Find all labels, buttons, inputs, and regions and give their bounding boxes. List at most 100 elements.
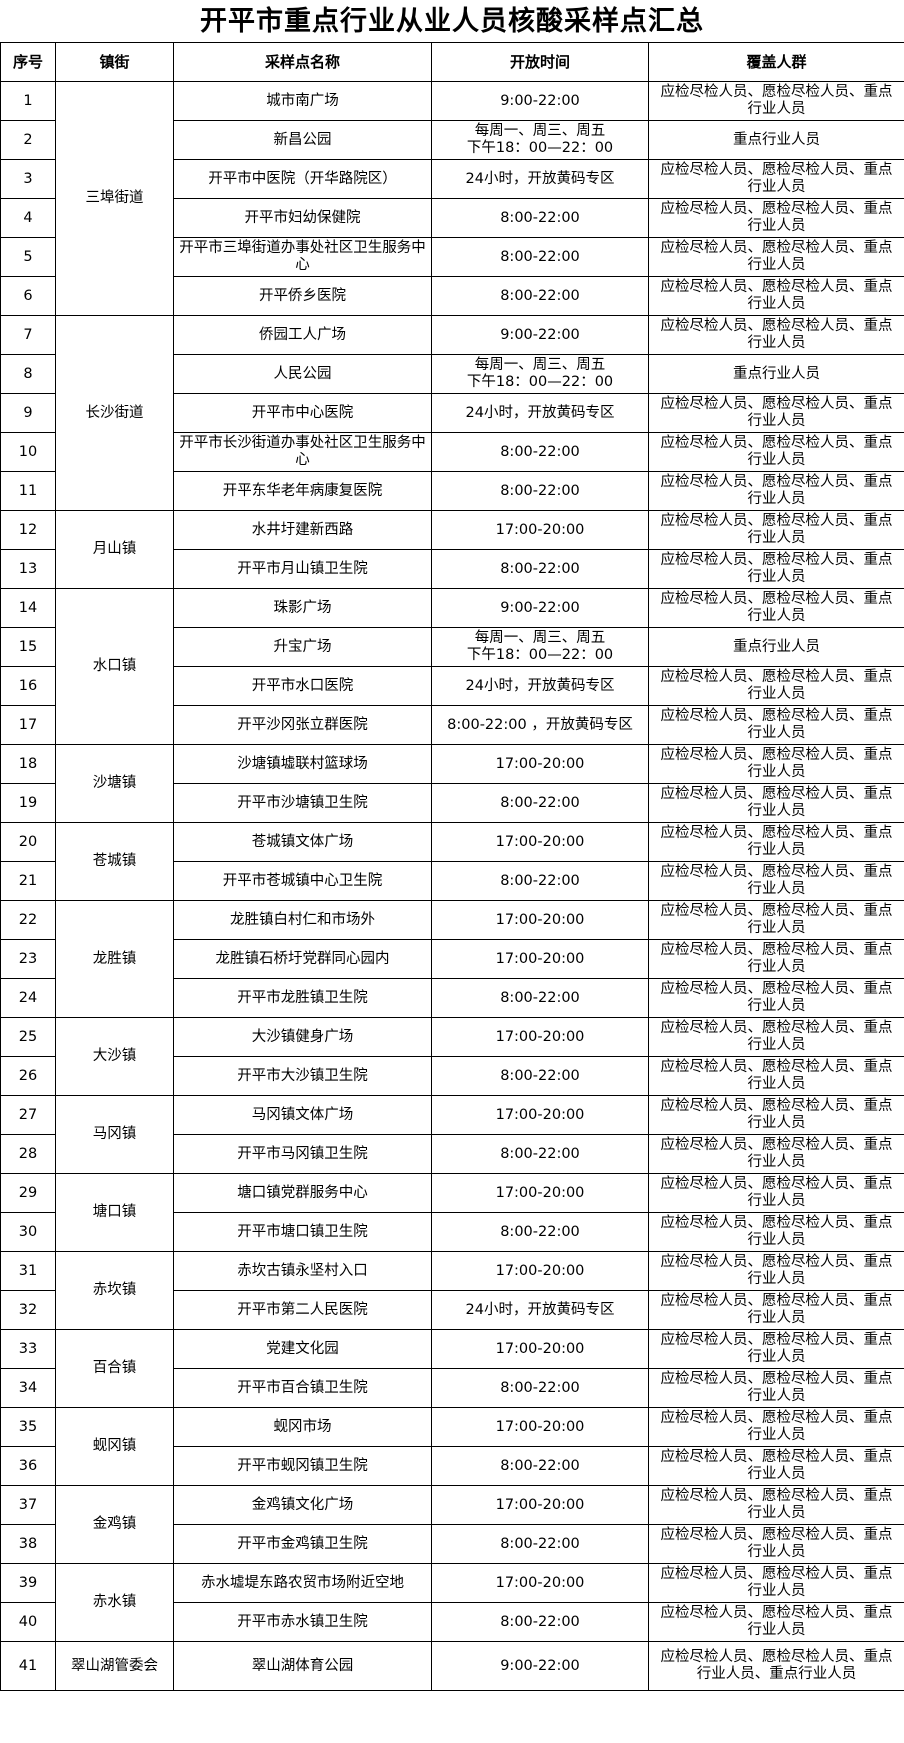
row-number: 6 bbox=[0, 276, 56, 316]
table-row: 27 马冈镇 马冈镇文体广场 17:00-20:00 应检尽检人员、愿检尽检人员、重点行… bbox=[0, 1095, 904, 1174]
coverage-group: 应检尽检人员、愿检尽检人员、重点行业人员 bbox=[648, 1446, 904, 1486]
hours-line: 17:00-20:00 bbox=[495, 833, 585, 850]
table-row: 38 开平市金鸡镇卫生院 8:00-22:00 应检尽检人员、愿检尽检人员、重点行业人… bbox=[0, 1524, 904, 1564]
coverage-group: 应检尽检人员、愿检尽检人员、重点行业人员 bbox=[648, 783, 904, 823]
table-row: 40 开平市赤水镇卫生院 8:00-22:00 应检尽检人员、愿检尽检人员、重点行业人… bbox=[0, 1602, 904, 1642]
hours-line: 下午18：00—22：00 bbox=[466, 647, 614, 663]
coverage-group: 应检尽检人员、愿检尽检人员、重点行业人员 bbox=[648, 1056, 904, 1096]
site-name: 开平市龙胜镇卫生院 bbox=[173, 978, 432, 1018]
site-name: 开平市百合镇卫生院 bbox=[173, 1368, 432, 1408]
opening-hours: 17:00-20:00 bbox=[431, 510, 649, 550]
header-row: 序号 镇街 采样点名称 开放时间 覆盖人群 bbox=[0, 42, 904, 82]
hours-line: 9:00-22:00 bbox=[500, 1657, 580, 1674]
hours-line: 17:00-20:00 bbox=[495, 1574, 585, 1591]
town-cell: 沙塘镇 bbox=[55, 744, 174, 823]
opening-hours: 9:00-22:00 bbox=[431, 315, 649, 355]
row-number: 10 bbox=[0, 432, 56, 472]
row-number: 37 bbox=[0, 1485, 56, 1525]
opening-hours: 8:00-22:00 bbox=[431, 471, 649, 511]
table-row: 2 新昌公园 每周一、周三、周五 下午18：00—22：00 重点行业人员 bbox=[0, 120, 904, 160]
town-cell: 水口镇 bbox=[55, 588, 174, 745]
table-body: 1 三埠街道 城市南广场 9:00-22:00 应检尽检人员、愿检尽检人员、重点行业人员… bbox=[0, 81, 904, 1691]
coverage-group: 应检尽检人员、愿检尽检人员、重点行业人员 bbox=[648, 1602, 904, 1642]
site-name: 开平市大沙镇卫生院 bbox=[173, 1056, 432, 1096]
opening-hours: 8:00-22:00 bbox=[431, 1212, 649, 1252]
coverage-group: 应检尽检人员、愿检尽检人员、重点行业人员 bbox=[648, 315, 904, 355]
opening-hours: 8:00-22:00 bbox=[431, 783, 649, 823]
opening-hours: 17:00-20:00 bbox=[431, 1485, 649, 1525]
opening-hours: 8:00-22:00 bbox=[431, 1602, 649, 1642]
coverage-group: 应检尽检人员、愿检尽检人员、重点行业人员 bbox=[648, 1485, 904, 1525]
coverage-group: 应检尽检人员、愿检尽检人员、重点行业人员 bbox=[648, 198, 904, 238]
table-row: 6 开平侨乡医院 8:00-22:00 应检尽检人员、愿检尽检人员、重点行业人员 bbox=[0, 276, 904, 316]
hours-line: 8:00-22:00 bbox=[500, 1223, 580, 1240]
site-name: 开平市苍城镇中心卫生院 bbox=[173, 861, 432, 901]
table-row: 12 月山镇 水井圩建新西路 17:00-20:00 应检尽检人员、愿检尽检人员、重点行… bbox=[0, 510, 904, 589]
table-row: 8 人民公园 每周一、周三、周五 下午18：00—22：00 重点行业人员 bbox=[0, 354, 904, 394]
hours-line: 8:00-22:00 bbox=[500, 1613, 580, 1630]
site-name: 侨园工人广场 bbox=[173, 315, 432, 355]
row-number: 34 bbox=[0, 1368, 56, 1408]
coverage-group: 应检尽检人员、愿检尽检人员、重点行业人员 bbox=[648, 276, 904, 316]
hours-line: 9:00-22:00 bbox=[500, 326, 580, 343]
coverage-group: 应检尽检人员、愿检尽检人员、重点行业人员 bbox=[648, 744, 904, 784]
table-row: 35 蚬冈镇 蚬冈市场 17:00-20:00 应检尽检人员、愿检尽检人员、重点行业人员 bbox=[0, 1407, 904, 1486]
opening-hours: 17:00-20:00 bbox=[431, 1017, 649, 1057]
town-cell: 长沙街道 bbox=[55, 315, 174, 511]
opening-hours: 每周一、周三、周五 下午18：00—22：00 bbox=[431, 120, 649, 160]
table-row: 13 开平市月山镇卫生院 8:00-22:00 应检尽检人员、愿检尽检人员、重点行业人… bbox=[0, 549, 904, 589]
row-number: 29 bbox=[0, 1173, 56, 1213]
row-number: 39 bbox=[0, 1563, 56, 1603]
row-number: 13 bbox=[0, 549, 56, 589]
site-name: 沙塘镇墟联村篮球场 bbox=[173, 744, 432, 784]
table-row: 29 塘口镇 塘口镇党群服务中心 17:00-20:00 应检尽检人员、愿检尽检人员、重… bbox=[0, 1173, 904, 1252]
hours-line: 8:00-22:00 bbox=[500, 209, 580, 226]
hours-line: 每周一、周三、周五 bbox=[474, 357, 606, 373]
site-name: 马冈镇文体广场 bbox=[173, 1095, 432, 1135]
site-name: 开平市水口医院 bbox=[173, 666, 432, 706]
opening-hours: 9:00-22:00 bbox=[431, 588, 649, 628]
site-name: 赤坎古镇永坚村入口 bbox=[173, 1251, 432, 1291]
town-cell: 龙胜镇 bbox=[55, 900, 174, 1018]
row-number: 26 bbox=[0, 1056, 56, 1096]
row-number: 8 bbox=[0, 354, 56, 394]
table-row: 19 开平市沙塘镇卫生院 8:00-22:00 应检尽检人员、愿检尽检人员、重点行业人… bbox=[0, 783, 904, 823]
row-number: 4 bbox=[0, 198, 56, 238]
table-row: 41 翠山湖管委会 翠山湖体育公园 9:00-22:00 应检尽检人员、愿检尽检人员、重… bbox=[0, 1641, 904, 1691]
row-number: 3 bbox=[0, 159, 56, 199]
hours-line: 8:00-22:00 bbox=[500, 287, 580, 304]
hours-line: 24小时，开放黄码专区 bbox=[465, 404, 615, 421]
town-cell: 翠山湖管委会 bbox=[55, 1641, 174, 1691]
site-name: 开平市中心医院 bbox=[173, 393, 432, 433]
hours-line: 17:00-20:00 bbox=[495, 1262, 585, 1279]
coverage-group: 应检尽检人员、愿检尽检人员、重点行业人员 bbox=[648, 900, 904, 940]
hours-line: 每周一、周三、周五 bbox=[474, 123, 606, 139]
row-number: 30 bbox=[0, 1212, 56, 1252]
coverage-group: 应检尽检人员、愿检尽检人员、重点行业人员 bbox=[648, 1134, 904, 1174]
opening-hours: 9:00-22:00 bbox=[431, 81, 649, 121]
row-number: 19 bbox=[0, 783, 56, 823]
hours-line: 8:00-22:00 bbox=[500, 1457, 580, 1474]
coverage-group: 应检尽检人员、愿检尽检人员、重点行业人员 bbox=[648, 393, 904, 433]
table-row: 37 金鸡镇 金鸡镇文化广场 17:00-20:00 应检尽检人员、愿检尽检人员、重点行… bbox=[0, 1485, 904, 1564]
table-row: 16 开平市水口医院 24小时，开放黄码专区 应检尽检人员、愿检尽检人员、重点行业人员 bbox=[0, 666, 904, 706]
opening-hours: 17:00-20:00 bbox=[431, 1329, 649, 1369]
site-name: 开平市沙塘镇卫生院 bbox=[173, 783, 432, 823]
town-cell: 赤坎镇 bbox=[55, 1251, 174, 1330]
hours-line: 24小时，开放黄码专区 bbox=[465, 677, 615, 694]
coverage-group: 重点行业人员 bbox=[648, 354, 904, 394]
row-number: 9 bbox=[0, 393, 56, 433]
table-row: 30 开平市塘口镇卫生院 8:00-22:00 应检尽检人员、愿检尽检人员、重点行业人… bbox=[0, 1212, 904, 1252]
opening-hours: 24小时，开放黄码专区 bbox=[431, 666, 649, 706]
table-row: 1 三埠街道 城市南广场 9:00-22:00 应检尽检人员、愿检尽检人员、重点行业人员 bbox=[0, 81, 904, 316]
header-no: 序号 bbox=[0, 42, 56, 82]
hours-line: 24小时，开放黄码专区 bbox=[465, 170, 615, 187]
hours-line: 8:00-22:00 bbox=[500, 1379, 580, 1396]
hours-line: 8:00-22:00 bbox=[500, 872, 580, 889]
table-row: 34 开平市百合镇卫生院 8:00-22:00 应检尽检人员、愿检尽检人员、重点行业人… bbox=[0, 1368, 904, 1408]
coverage-group: 应检尽检人员、愿检尽检人员、重点行业人员 bbox=[648, 471, 904, 511]
opening-hours: 8:00-22:00 bbox=[431, 549, 649, 589]
opening-hours: 8:00-22:00 bbox=[431, 432, 649, 472]
opening-hours: 17:00-20:00 bbox=[431, 900, 649, 940]
coverage-group: 应检尽检人员、愿检尽检人员、重点行业人员 bbox=[648, 432, 904, 472]
